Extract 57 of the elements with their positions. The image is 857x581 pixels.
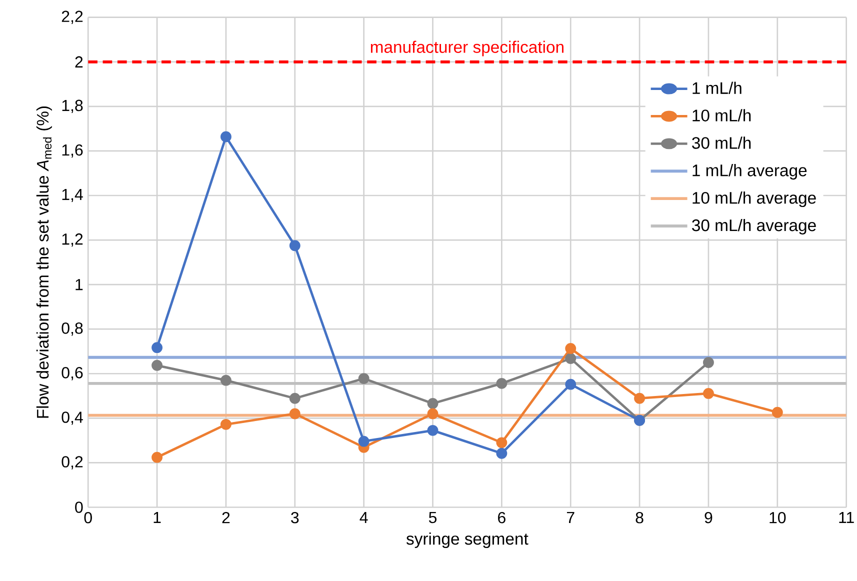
legend-label: 10 mL/h average (692, 192, 816, 208)
y-tick-label: 1,6 (62, 144, 83, 158)
y-tick-label: 0,6 (62, 367, 83, 380)
point (152, 342, 163, 354)
point (220, 375, 232, 386)
point (496, 437, 508, 448)
x-tick-label: 0 (84, 512, 92, 524)
y-axis-title: Flow deviation from the set value A$_{med}$ (%) (36, 106, 52, 418)
y-tick-label: 0,2 (62, 456, 83, 470)
x-axis-title: syringe segment (406, 532, 528, 548)
x-tick-label: 2 (222, 512, 230, 524)
y-tick-label: 0 (75, 502, 83, 514)
x-tick-label: 11 (839, 512, 854, 524)
legend-label: 10 mL/h (692, 109, 751, 122)
point (427, 425, 438, 436)
ref-line-label: manufacturer specification (370, 40, 564, 56)
y-tick-label: 1 (76, 279, 83, 290)
x-tick-label: 5 (428, 512, 437, 524)
point (702, 388, 714, 400)
y-tick-label: 1,2 (62, 234, 83, 247)
point (702, 357, 714, 368)
point (565, 353, 576, 364)
point (427, 408, 438, 420)
legend-label: 30 mL/h (692, 136, 751, 150)
point (634, 393, 646, 404)
y-tick-label: 2,2 (62, 10, 83, 24)
x-tick-label: 10 (770, 512, 786, 524)
point (565, 379, 576, 390)
x-tick-label: 7 (566, 512, 574, 524)
y-tick-label: 1,8 (62, 100, 83, 114)
point (427, 398, 438, 410)
y-tick-label: 0,8 (62, 322, 83, 336)
point (289, 408, 300, 420)
point (289, 393, 300, 404)
point (772, 407, 783, 418)
x-tick-label: 6 (498, 512, 506, 524)
point (496, 448, 508, 459)
point (152, 452, 163, 464)
y-tick-label: 2 (75, 56, 83, 68)
point (220, 131, 232, 142)
legend-label: 1 mL/h (692, 82, 742, 94)
point (358, 436, 370, 447)
x-tick-label: 9 (704, 512, 712, 524)
point (358, 373, 370, 384)
legend-label: 30 mL/h average (692, 219, 816, 235)
x-tick-label: 3 (291, 512, 299, 524)
y-tick-label: 0,4 (62, 412, 83, 425)
point (496, 378, 508, 390)
point (152, 360, 163, 372)
x-tick-label: 4 (360, 512, 368, 524)
point (220, 419, 232, 430)
point (289, 240, 300, 252)
x-tick-label: 8 (636, 512, 644, 524)
point (565, 343, 576, 354)
legend-label: 1 mL/h average (692, 164, 807, 180)
x-tick-label: 1 (154, 512, 161, 524)
y-tick-label: 1,4 (62, 189, 83, 202)
